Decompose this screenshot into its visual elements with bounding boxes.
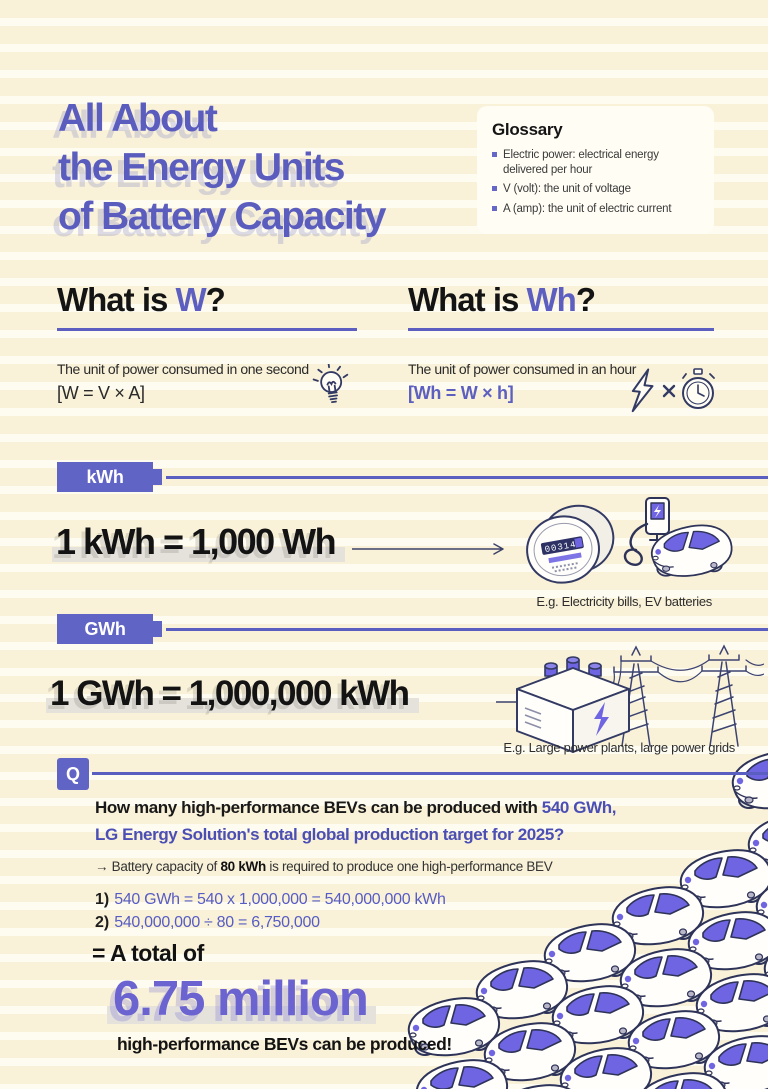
page-title: All About the Energy Units of Battery Ca… — [58, 94, 386, 241]
arrow-right-icon — [351, 542, 508, 561]
question-rule-line — [92, 772, 768, 775]
power-meter-icon: 00314 — [521, 499, 621, 602]
question-line-2: LG Energy Solution's total global produc… — [95, 825, 564, 844]
glossary-item: A (amp): the unit of electric current — [492, 202, 699, 217]
kwh-rule-line — [166, 476, 768, 479]
note-bold-value: 80 kWh — [220, 859, 266, 874]
answer-total-label: = A total of — [92, 940, 204, 966]
calculation-steps: 1) 540 GWh = 540 x 1,000,000 = 540,000,00… — [95, 888, 446, 934]
question-highlight: 540 GWh, — [541, 798, 617, 817]
lightbulb-icon — [308, 363, 356, 421]
ev-charging-icon — [610, 494, 738, 603]
glossary-item: V (volt): the unit of voltage — [492, 182, 699, 197]
gwh-equation: 1 GWh = 1,000,000 kWh — [46, 674, 419, 713]
calculation-step: 1) 540 GWh = 540 x 1,000,000 = 540,000,00… — [95, 891, 446, 908]
question-badge: Q — [57, 758, 89, 790]
gwh-rule-line — [166, 628, 768, 631]
heading-underline — [57, 328, 357, 331]
kwh-badge: kWh — [57, 462, 162, 492]
glossary-list: Electric power: electrical energy delive… — [492, 148, 699, 217]
question-note: → Battery capacity of 80 kWh is required… — [95, 859, 553, 874]
unit-w: W — [175, 281, 207, 318]
w-description: The unit of power consumed in one second — [57, 361, 309, 377]
kwh-example-caption: E.g. Electricity bills, EV batteries — [536, 594, 712, 609]
wh-description: The unit of power consumed in an hour — [408, 361, 637, 377]
gwh-badge: GWh — [57, 614, 162, 644]
lightning-times-stopwatch-icon — [626, 366, 718, 423]
calculation-step: 2) 540,000,000 ÷ 80 = 6,750,000 — [95, 914, 320, 931]
title-line-1: All About — [58, 97, 218, 141]
bullet-square-icon — [492, 205, 497, 211]
title-line-3: of Battery Capacity — [58, 195, 386, 239]
glossary-item: Electric power: electrical energy delive… — [492, 148, 699, 178]
title-line-2: the Energy Units — [58, 146, 345, 190]
kwh-equation: 1 kWh = 1,000 Wh — [51, 521, 346, 562]
answer-total-value: 6.75 million — [107, 972, 376, 1026]
gwh-example-caption: E.g. Large power plants, large power gri… — [503, 740, 735, 755]
glossary-card: Glossary Electric power: electrical ener… — [477, 106, 714, 234]
glossary-title: Glossary — [492, 120, 563, 139]
heading-underline — [408, 328, 714, 331]
question-line-1: How many high-performance BEVs can be pr… — [95, 798, 617, 817]
ess-battery-icon — [503, 650, 638, 759]
answer-total-suffix: high-performance BEVs can be produced! — [117, 1034, 452, 1054]
wh-formula: [Wh = W × h] — [408, 383, 514, 403]
w-formula: [W = V × A] — [57, 383, 145, 403]
heading-what-is-w: What is W? — [57, 281, 357, 331]
heading-what-is-wh: What is Wh? — [408, 281, 714, 331]
unit-wh: Wh — [526, 281, 577, 318]
bullet-square-icon — [492, 186, 497, 192]
bullet-square-icon — [492, 152, 497, 157]
